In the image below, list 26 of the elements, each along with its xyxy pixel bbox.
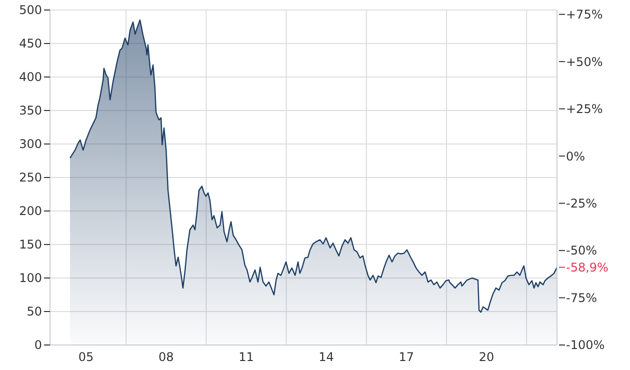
y-tick-label: 100 [19, 271, 42, 286]
y2-tick-label: -50% [566, 244, 598, 258]
y2-tick-label: +50% [566, 54, 603, 69]
y2-tick-label: +75% [566, 8, 603, 22]
x-tick-label: 17 [398, 350, 414, 364]
x-tick-label: 05 [78, 350, 94, 364]
y-tick-label: 50 [26, 304, 42, 319]
x-tick-label: 11 [238, 350, 254, 364]
annotation: -58,9% [566, 260, 608, 274]
y-tick-label: 450 [19, 36, 42, 51]
y2-tick-label: -25% [566, 196, 598, 210]
y-tick-label: 150 [19, 238, 42, 252]
y-tick-label: 300 [19, 137, 42, 152]
x-tick-label: 14 [318, 350, 334, 364]
y2-tick-label: 0% [566, 149, 586, 164]
y-tick-label: 400 [19, 70, 42, 84]
y-tick-label: 200 [19, 204, 42, 218]
y-tick-label: 0 [34, 338, 42, 352]
y2-tick-label: +25% [566, 102, 603, 116]
y2-tick-label: -100% [566, 338, 605, 352]
y-tick-label: 500 [19, 3, 42, 18]
x-tick-label: 20 [478, 350, 494, 364]
y2-tick-label: -75% [566, 290, 598, 305]
y-tick-label: 350 [19, 104, 42, 118]
x-tick-label: 08 [158, 350, 174, 364]
y-tick-label: 250 [19, 170, 42, 185]
